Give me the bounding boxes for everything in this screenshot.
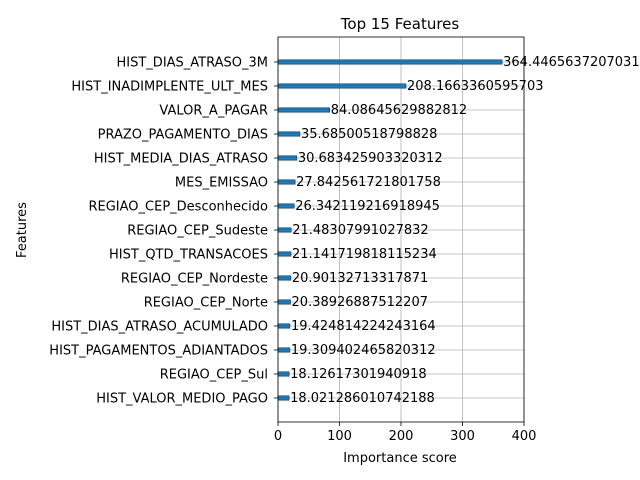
data-label: 364.4465637207031	[503, 55, 639, 70]
y-tick-label: PRAZO_PAGAMENTO_DIAS	[98, 128, 268, 143]
data-label: 30.683425903320312	[298, 151, 443, 166]
data-label: 18.021286010742188	[290, 391, 435, 406]
data-label: 21.48307991027832	[292, 223, 428, 238]
bar	[277, 203, 295, 209]
y-tick-label: REGIAO_CEP_Nordeste	[121, 272, 268, 287]
y-tick-label: REGIAO_CEP_Sudeste	[127, 224, 268, 239]
y-tick-label: HIST_VALOR_MEDIO_PAGO	[96, 392, 268, 407]
bar	[277, 371, 290, 377]
y-tick-label: REGIAO_CEP_Sul	[160, 368, 268, 383]
y-tick-label: HIST_INADIMPLENTE_ULT_MES	[71, 80, 268, 95]
bar	[277, 83, 407, 89]
x-tick-label: 100	[327, 429, 352, 444]
y-tick-label: REGIAO_CEP_Norte	[144, 296, 268, 311]
data-label: 19.424814224243164	[291, 319, 436, 334]
data-label: 20.90132713317871	[292, 271, 428, 286]
data-label: 35.68500518798828	[301, 127, 437, 142]
y-axis-label: Features	[15, 202, 30, 258]
axes-frame	[277, 36, 525, 423]
x-tick-label: 200	[389, 429, 414, 444]
y-tick-label: HIST_DIAS_ATRASO_3M	[117, 56, 269, 71]
data-label: 19.309402465820312	[291, 343, 436, 358]
y-tick-label: VALOR_A_PAGAR	[159, 104, 268, 119]
bar	[277, 323, 291, 329]
y-tick-label: REGIAO_CEP_Desconhecido	[88, 200, 268, 215]
data-label: 21.141719818115234	[292, 247, 437, 262]
data-label: 18.12617301940918	[290, 367, 426, 382]
x-tick-label: 400	[512, 429, 537, 444]
x-tick-label: 300	[450, 429, 475, 444]
y-tick-label: HIST_DIAS_ATRASO_ACUMULADO	[51, 320, 268, 335]
bar	[277, 299, 291, 305]
data-label: 27.842561721801758	[296, 175, 441, 190]
bar	[277, 155, 298, 161]
data-label: 84.08645629882812	[331, 103, 467, 118]
y-tick-label: HIST_MEDIA_DIAS_ATRASO	[94, 152, 268, 167]
data-label: 208.1663360595703	[407, 79, 543, 94]
data-label: 26.342119216918945	[295, 199, 440, 214]
x-axis-label: Importance score	[343, 451, 457, 466]
bar	[277, 347, 291, 353]
bar	[277, 179, 296, 185]
bar	[277, 107, 331, 113]
bar	[277, 227, 292, 233]
plot-area: 364.4465637207031 208.1663360595703 84.086…	[49, 36, 640, 444]
data-label: 20.38926887512207	[292, 295, 428, 310]
y-tick-label: HIST_PAGAMENTOS_ADIANTADOS	[49, 344, 268, 359]
chart-title: Top 15 Features	[340, 15, 460, 33]
bar	[277, 131, 301, 137]
y-tick-label: HIST_QTD_TRANSACOES	[109, 248, 268, 263]
bar	[277, 59, 503, 65]
bar	[277, 395, 290, 401]
bar	[277, 251, 292, 257]
bar	[277, 275, 292, 281]
y-tick-label: MES_EMISSAO	[175, 176, 268, 191]
x-tick-label: 0	[274, 429, 282, 444]
